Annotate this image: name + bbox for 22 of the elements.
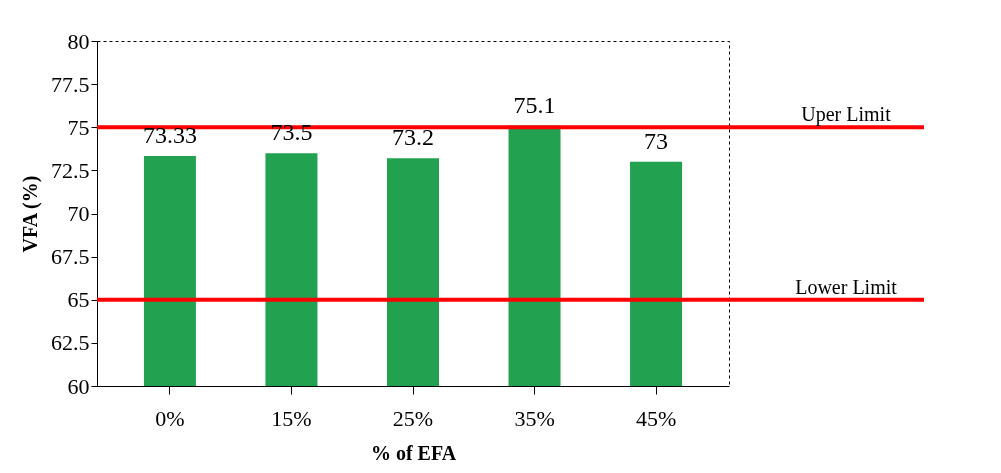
y-tick-label: 77.5 xyxy=(51,71,90,97)
y-tick-label: 70 xyxy=(67,201,90,226)
y-tick-label: 75 xyxy=(67,114,90,140)
x-tick-label: 35% xyxy=(514,405,555,431)
x-tick-label: 25% xyxy=(392,405,434,431)
y-axis-title: VFA (%) xyxy=(19,175,42,253)
data-label: 73.2 xyxy=(392,124,434,151)
y-tick-label: 62.5 xyxy=(51,330,90,356)
ref-line-label: Uper Limit xyxy=(801,103,892,127)
x-tick-label: 45% xyxy=(635,405,677,431)
y-tick-label: 67.5 xyxy=(51,244,90,270)
data-label: 75.1 xyxy=(513,91,556,118)
x-axis-title: % of EFA xyxy=(370,441,457,464)
data-label: 73.33 xyxy=(142,122,197,149)
y-tick-label: 80 xyxy=(67,28,90,54)
y-tick-label: 72.5 xyxy=(51,157,90,183)
y-tick-label: 65 xyxy=(67,287,90,313)
ref-line-label: Lower Limit xyxy=(795,275,898,298)
y-tick-label: 60 xyxy=(67,373,90,399)
data-label: 73 xyxy=(644,127,669,154)
x-tick-label: 0% xyxy=(155,405,185,431)
x-tick-label: 15% xyxy=(271,405,312,431)
